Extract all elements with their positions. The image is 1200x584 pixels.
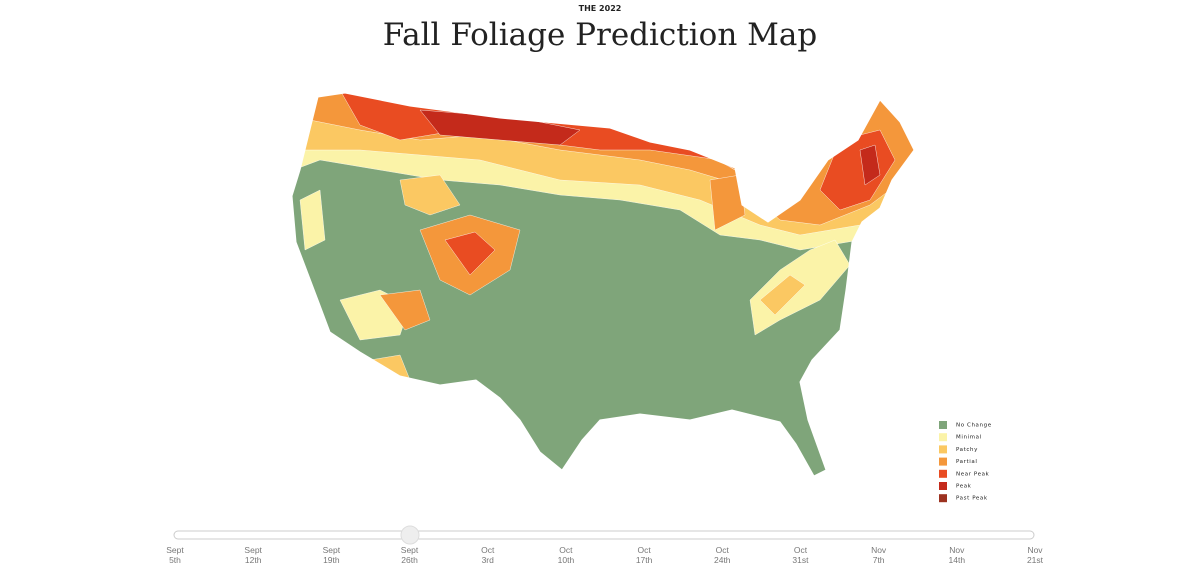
legend-label: Past Peak [956,496,988,502]
timeline-month: Nov [949,545,965,555]
legend-swatch [939,421,947,429]
legend-swatch [939,482,947,490]
region [399,174,461,216]
legend-swatch [939,469,947,478]
timeline-month: Nov [1027,545,1043,555]
timeline-day: 24th [714,555,731,565]
legend-swatch [939,457,947,466]
timeline-day: 21st [1027,555,1044,565]
region [859,144,881,186]
map [292,93,914,476]
region [709,174,746,231]
legend-label: Near Peak [956,471,990,477]
timeline-day: 26th [401,555,418,565]
legend-label: Peak [956,484,972,490]
timeline-month: Oct [559,545,573,555]
region [299,189,326,251]
timeline-day: 7th [873,555,885,565]
legend-label: Partial [956,459,977,465]
timeline-month: Sept [401,545,419,555]
timeline-day: 5th [169,555,181,565]
timeline-day: 10th [558,555,575,565]
timeline-month: Sept [323,545,341,555]
timeline[interactable]: Sept5thSept12thSept19thSept26thOct3rdOct… [166,525,1044,565]
timeline-day: 17th [636,555,653,565]
kicker: THE 2022 [579,4,622,13]
legend-swatch [939,433,947,442]
timeline-day: 12th [245,555,262,565]
region [379,289,431,331]
timeline-month: Nov [871,545,887,555]
slider-thumb[interactable] [400,525,420,545]
legend-label: Patchy [956,447,978,453]
timeline-day: 14th [949,555,966,565]
slider-track[interactable] [173,530,1035,540]
timeline-day: 19th [323,555,340,565]
timeline-month: Sept [166,545,184,555]
timeline-month: Sept [244,545,262,555]
timeline-month: Oct [794,545,808,555]
timeline-day: 3rd [482,555,495,565]
region [444,231,496,276]
timeline-month: Oct [481,545,495,555]
timeline-month: Oct [637,545,651,555]
legend: No Change Minimal Patchy Partial Near Peak Pe… [939,421,992,503]
timeline-month: Oct [716,545,730,555]
legend-swatch [939,445,947,454]
legend-label: No Change [956,423,992,429]
legend-swatch [939,494,947,503]
region [759,274,806,316]
title: Fall Foliage Prediction Map [383,17,817,53]
timeline-day: 31st [792,555,809,565]
legend-label: Minimal [956,435,982,441]
